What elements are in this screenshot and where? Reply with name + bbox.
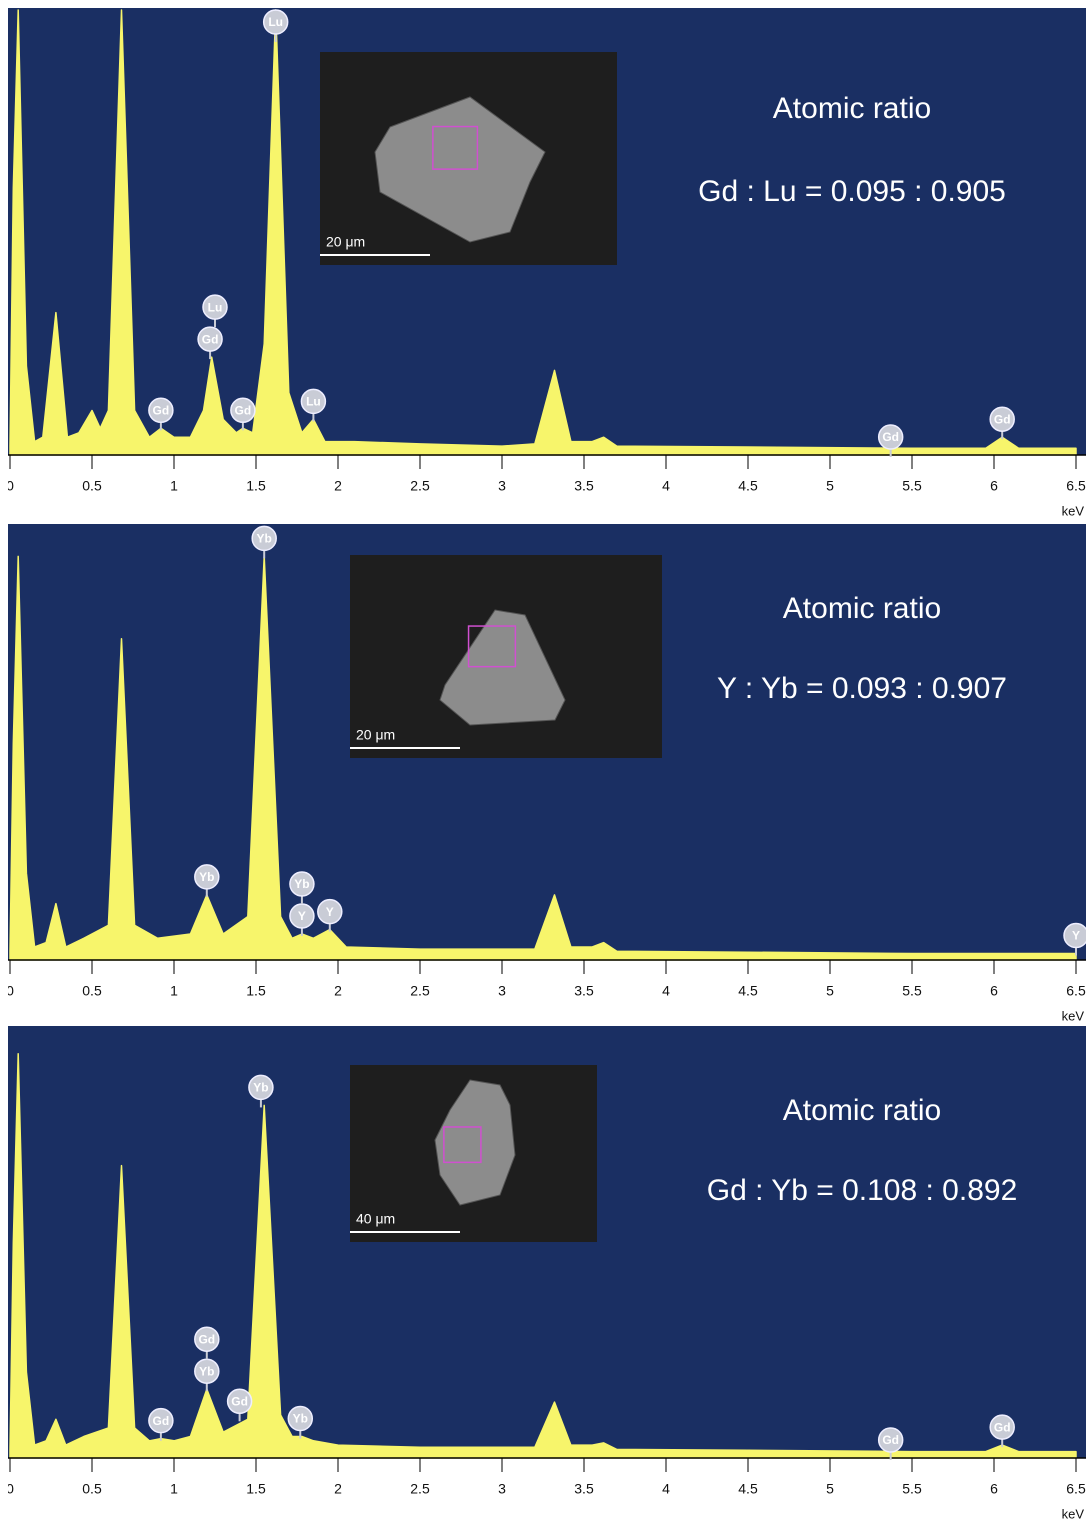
x-tick-label: 2 <box>334 983 342 999</box>
page: 0 0.5 1 1.5 2 2.5 3 3.5 4 4.5 5 5.5 6 6.5 keV Lu Gd Lu Gd G… <box>0 0 1088 1521</box>
x-tick-label: 0.5 <box>82 1481 102 1497</box>
element-marker-label: Gd <box>153 1414 170 1428</box>
atomic-ratio: Gd : Yb = 0.108 : 0.892 <box>707 1174 1018 1207</box>
x-tick-label: 1 <box>170 1481 178 1497</box>
element-marker-label: Yb <box>253 1081 268 1095</box>
x-tick-label: 4.5 <box>738 983 758 999</box>
spectrum-panel: 0 0.5 1 1.5 2 2.5 3 3.5 4 4.5 5 5.5 6 6.5 keV Yb Yb Gd Gd G… <box>8 1026 1086 1521</box>
x-tick-label: 3.5 <box>574 983 594 999</box>
sem-inset: 20 μm <box>320 52 617 265</box>
x-tick-label: 3 <box>498 983 506 999</box>
x-tick-label: 0 <box>8 983 14 999</box>
x-tick-label: 6 <box>990 478 998 494</box>
element-marker-label: Gd <box>231 1394 248 1408</box>
spectrum-panel: 0 0.5 1 1.5 2 2.5 3 3.5 4 4.5 5 5.5 6 6.5 keV Lu Gd Lu Gd G… <box>8 8 1086 520</box>
x-tick-label: 4 <box>662 983 670 999</box>
x-tick-label: 6 <box>990 983 998 999</box>
element-marker-label: Y <box>298 909 306 923</box>
x-tick-label: 2 <box>334 478 342 494</box>
element-marker-label: Y <box>1072 929 1080 943</box>
element-marker-label: Lu <box>306 395 321 409</box>
ratio-heading: Atomic ratio <box>773 92 931 125</box>
x-tick-label: 3.5 <box>574 1481 594 1497</box>
x-tick-label: 1 <box>170 478 178 494</box>
x-axis-label: keV <box>1062 1008 1085 1022</box>
x-tick-label: 6.5 <box>1066 983 1086 999</box>
element-marker-label: Yb <box>293 1412 308 1426</box>
x-tick-label: 5 <box>826 983 834 999</box>
x-tick-label: 2.5 <box>410 983 430 999</box>
element-marker-label: Gd <box>153 403 170 417</box>
element-marker-label: Gd <box>198 1332 215 1346</box>
x-tick-label: 5.5 <box>902 1481 922 1497</box>
x-tick-label: 0 <box>8 1481 14 1497</box>
x-tick-label: 6.5 <box>1066 478 1086 494</box>
element-marker-label: Gd <box>994 1420 1011 1434</box>
atomic-ratio: Y : Yb = 0.093 : 0.907 <box>717 672 1007 705</box>
x-tick-label: 5.5 <box>902 478 922 494</box>
x-tick-label: 3 <box>498 1481 506 1497</box>
x-tick-label: 6 <box>990 1481 998 1497</box>
scale-bar-label: 20 μm <box>326 234 365 250</box>
x-tick-label: 0 <box>8 478 14 494</box>
x-tick-label: 4.5 <box>738 1481 758 1497</box>
x-tick-label: 3 <box>498 478 506 494</box>
spectrum-panel: 0 0.5 1 1.5 2 2.5 3 3.5 4 4.5 5 5.5 6 6.5 keV Yb Yb Y Yb Y Y… <box>8 524 1086 1022</box>
x-tick-label: 2.5 <box>410 478 430 494</box>
sem-inset: 20 μm <box>350 555 662 758</box>
element-marker-label: Gd <box>882 1433 899 1447</box>
sem-inset: 40 μm <box>350 1065 597 1242</box>
x-tick-label: 5.5 <box>902 983 922 999</box>
ratio-heading: Atomic ratio <box>783 1094 941 1127</box>
x-tick-label: 1 <box>170 983 178 999</box>
element-marker-label: Gd <box>202 332 219 346</box>
x-tick-label: 1.5 <box>246 983 266 999</box>
element-marker-label: Gd <box>235 403 252 417</box>
element-marker-label: Gd <box>882 430 899 444</box>
x-tick-label: 5 <box>826 478 834 494</box>
element-marker-label: Yb <box>294 877 309 891</box>
x-tick-label: 1.5 <box>246 1481 266 1497</box>
x-axis-label: keV <box>1062 503 1085 518</box>
x-axis-label: keV <box>1062 1506 1085 1521</box>
x-tick-label: 2 <box>334 1481 342 1497</box>
element-marker-label: Yb <box>257 532 272 546</box>
element-marker-label: Lu <box>208 300 223 314</box>
element-marker-label: Yb <box>199 870 214 884</box>
x-tick-label: 0.5 <box>82 478 102 494</box>
x-tick-label: 1.5 <box>246 478 266 494</box>
element-marker-label: Y <box>326 905 334 919</box>
x-tick-label: 5 <box>826 1481 834 1497</box>
element-marker-label: Gd <box>994 412 1011 426</box>
x-tick-label: 4 <box>662 1481 670 1497</box>
x-tick-label: 4 <box>662 478 670 494</box>
scale-bar-label: 40 μm <box>356 1211 395 1227</box>
x-tick-label: 6.5 <box>1066 1481 1086 1497</box>
x-tick-label: 0.5 <box>82 983 102 999</box>
atomic-ratio: Gd : Lu = 0.095 : 0.905 <box>698 175 1006 208</box>
element-marker-label: Lu <box>268 15 283 29</box>
element-marker-label: Yb <box>199 1364 214 1378</box>
x-tick-label: 3.5 <box>574 478 594 494</box>
x-tick-label: 4.5 <box>738 478 758 494</box>
ratio-heading: Atomic ratio <box>783 592 941 625</box>
x-tick-label: 2.5 <box>410 1481 430 1497</box>
scale-bar-label: 20 μm <box>356 727 395 743</box>
